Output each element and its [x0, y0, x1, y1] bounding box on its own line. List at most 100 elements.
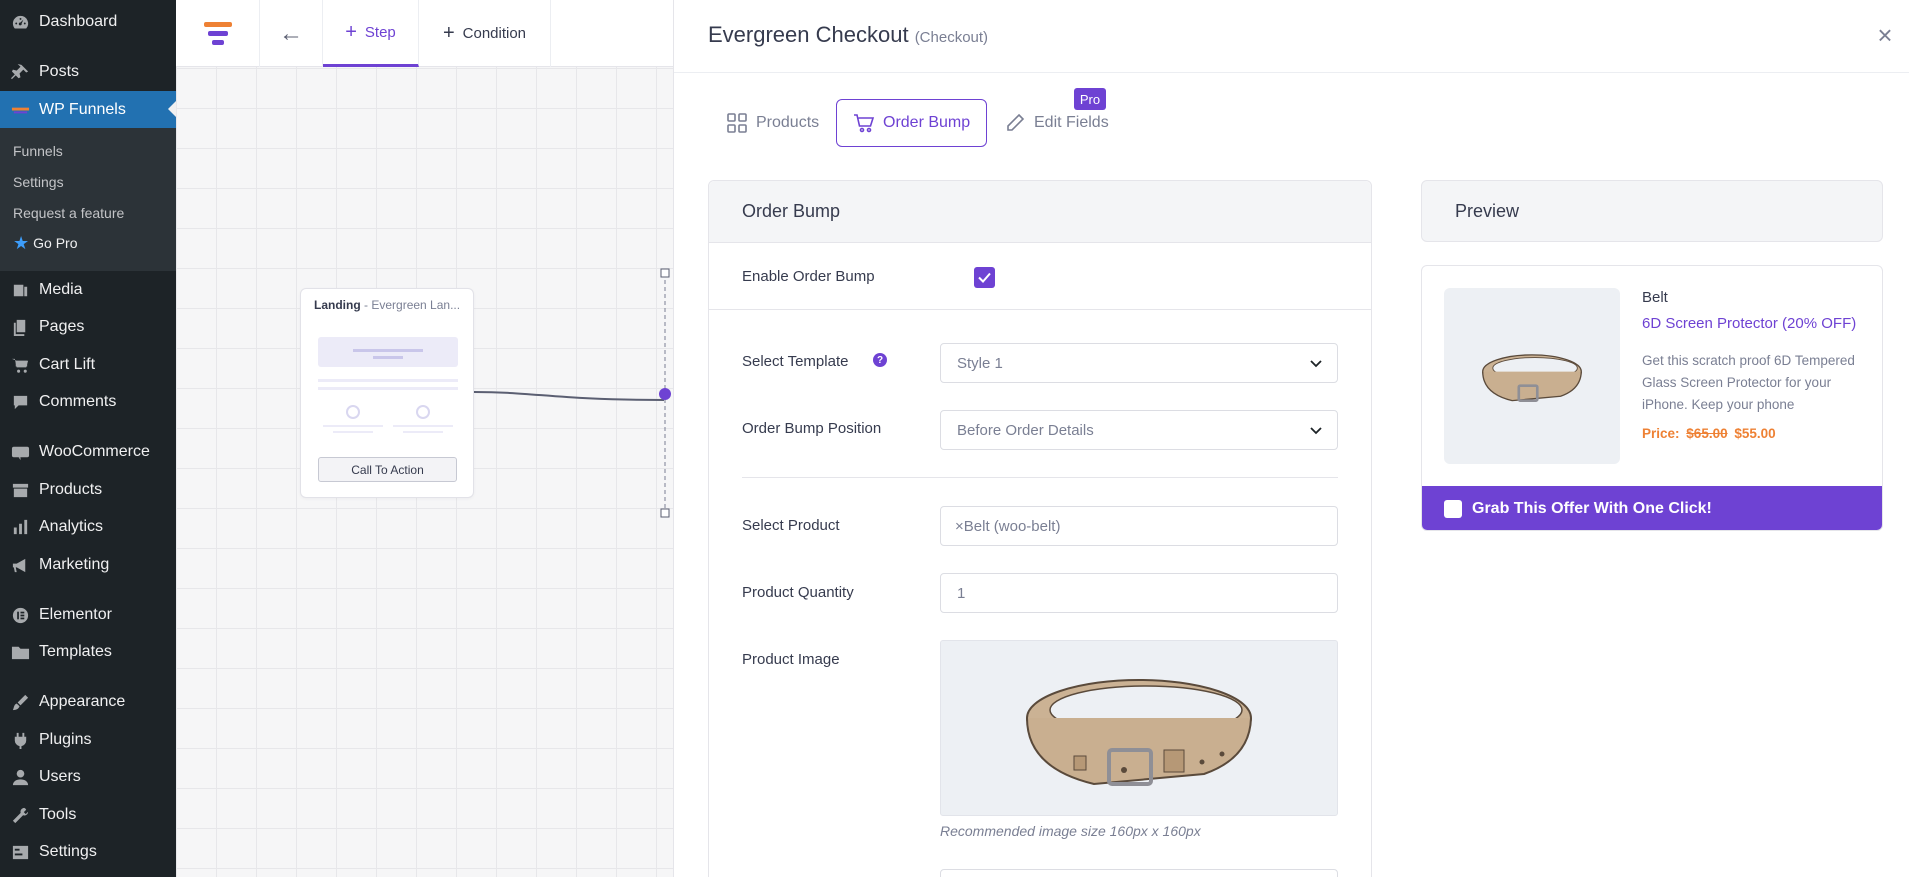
grab-offer-button[interactable]: Grab This Offer With One Click! — [1422, 486, 1882, 530]
quantity-value: 1 — [957, 584, 966, 602]
sidebar-item-wp-funnels[interactable]: WP Funnels — [0, 91, 176, 129]
sidebar-item-settings[interactable]: Settings — [0, 834, 176, 870]
sidebar-item-label: Templates — [39, 643, 112, 660]
sidebar-item-woocommerce[interactable]: WooCommerce — [0, 434, 176, 470]
submenu-request-feature[interactable]: Request a feature — [13, 205, 125, 221]
cart-icon — [854, 114, 875, 133]
connector-line — [473, 268, 671, 518]
dashboard-icon — [10, 12, 30, 32]
sidebar-item-posts[interactable]: Posts — [0, 54, 176, 90]
node-name: - Evergreen Lan... — [364, 298, 461, 312]
sidebar-item-label: Appearance — [39, 693, 126, 710]
sidebar-item-plugins[interactable]: Plugins — [0, 722, 176, 758]
product-quantity-label: Product Quantity — [742, 584, 854, 601]
preview-description: Get this scratch proof 6D Tempered Glass… — [1642, 353, 1855, 412]
new-price: $55.00 — [1734, 426, 1776, 441]
sidebar-item-tools[interactable]: Tools — [0, 797, 176, 833]
product-image-upload[interactable] — [940, 640, 1338, 816]
sidebar-item-dashboard[interactable]: Dashboard — [0, 4, 176, 40]
pro-badge: Pro — [1074, 88, 1106, 110]
select-template-label: Select Template — [742, 353, 849, 370]
wpfunnels-logo — [176, 0, 260, 67]
submenu-funnels[interactable]: Funnels — [13, 143, 63, 159]
grid-icon — [727, 113, 747, 133]
order-bump-preview: Belt 6D Screen Protector (20% OFF) Get t… — [1421, 265, 1883, 531]
sidebar-item-label: Users — [39, 768, 81, 785]
enable-order-bump-label: Enable Order Bump — [742, 268, 875, 285]
node-title: Landing - Evergreen Lan... — [314, 298, 460, 312]
help-icon[interactable]: ? — [873, 353, 887, 367]
sidebar-item-pages[interactable]: Pages — [0, 309, 176, 345]
sidebar-item-label: Elementor — [39, 606, 112, 623]
tab-step[interactable]: + Step — [323, 0, 419, 67]
sidebar-item-analytics[interactable]: Analytics — [0, 509, 176, 545]
template-select-value: Style 1 — [957, 354, 1003, 372]
sidebar-item-label: Products — [39, 481, 103, 498]
sidebar-item-cart-lift[interactable]: Cart Lift — [0, 347, 176, 383]
sidebar-item-products[interactable]: Products — [0, 472, 176, 508]
chart-icon — [10, 517, 30, 537]
megaphone-icon — [10, 555, 30, 575]
enable-order-bump-checkbox[interactable] — [974, 267, 995, 288]
position-select[interactable]: Before Order Details — [940, 410, 1338, 450]
sidebar-item-marketing[interactable]: Marketing — [0, 547, 176, 583]
chevron-down-icon — [1310, 427, 1322, 435]
sidebar-item-users[interactable]: Users — [0, 759, 176, 795]
woo-icon — [10, 442, 30, 462]
preview-header: Preview — [1421, 180, 1883, 242]
landing-step-node[interactable]: Landing - Evergreen Lan... Call To Actio… — [300, 288, 474, 498]
price-label: Price: — [1642, 426, 1680, 441]
sidebar-item-label: WooCommerce — [39, 443, 150, 460]
remove-tag-icon[interactable]: × — [955, 517, 964, 535]
close-icon[interactable]: × — [1877, 20, 1893, 50]
sidebar-item-elementor[interactable]: Elementor — [0, 597, 176, 633]
product-select[interactable]: × Belt (woo-belt) — [940, 506, 1338, 546]
sidebar-item-label: Comments — [39, 393, 117, 410]
sidebar-item-comments[interactable]: Comments — [0, 384, 176, 420]
grab-offer-label: Grab This Offer With One Click! — [1472, 500, 1712, 517]
pages-icon — [10, 317, 30, 337]
submenu-settings[interactable]: Settings — [13, 174, 64, 190]
offer-checkbox[interactable] — [1444, 500, 1462, 518]
preview-heading: Preview — [1455, 201, 1520, 221]
product-quantity-input[interactable]: 1 — [940, 573, 1338, 613]
step-settings-panel: Evergreen Checkout (Checkout) × Products… — [673, 0, 1909, 877]
sidebar-item-label: Plugins — [39, 731, 92, 748]
active-indicator — [168, 101, 176, 117]
sidebar-item-label: Dashboard — [39, 13, 118, 30]
template-select[interactable]: Style 1 — [940, 343, 1338, 383]
admin-sidebar: Dashboard Posts WP Funnels Funnels Setti… — [0, 0, 176, 877]
belt-image — [1026, 679, 1252, 786]
tab-step-label: Step — [364, 23, 396, 41]
sidebar-item-appearance[interactable]: Appearance — [0, 684, 176, 720]
go-pro-label: Go Pro — [33, 235, 78, 251]
row-divider — [709, 309, 1371, 310]
tab-condition[interactable]: + Condition — [419, 0, 551, 67]
order-bump-settings: Order Bump Enable Order Bump Select Temp… — [708, 180, 1372, 877]
tab-edit-fields[interactable]: Edit Fields — [1004, 99, 1109, 147]
tab-products[interactable]: Products — [726, 99, 819, 147]
sidebar-item-label: Tools — [39, 806, 77, 823]
next-field-input[interactable] — [940, 869, 1338, 877]
comment-icon — [10, 392, 30, 412]
funnel-canvas[interactable]: ← + Step + Condition Landing - Evergreen… — [176, 0, 673, 877]
user-icon — [10, 767, 30, 787]
sidebar-item-label: Cart Lift — [39, 356, 96, 373]
submenu-go-pro[interactable]: ★ Go Pro — [13, 233, 78, 253]
star-icon: ★ — [13, 233, 30, 253]
arrow-left-icon: ← — [279, 19, 303, 47]
position-select-value: Before Order Details — [957, 421, 1094, 439]
elementor-icon — [10, 605, 30, 625]
preview-product-image — [1444, 288, 1620, 464]
sidebar-item-media[interactable]: Media — [0, 272, 176, 308]
section-divider — [742, 477, 1338, 478]
back-button[interactable]: ← — [260, 0, 323, 67]
media-icon — [10, 280, 30, 300]
selected-product-tag: Belt (woo-belt) — [963, 517, 1061, 535]
call-to-action-button[interactable]: Call To Action — [318, 457, 457, 482]
preview-offer-title: 6D Screen Protector (20% OFF) — [1642, 315, 1857, 332]
tab-order-bump[interactable]: Order Bump — [836, 99, 988, 147]
sidebar-item-label: Marketing — [39, 556, 110, 573]
image-size-hint: Recommended image size 160px x 160px — [940, 823, 1201, 839]
sidebar-item-templates[interactable]: Templates — [0, 634, 176, 670]
